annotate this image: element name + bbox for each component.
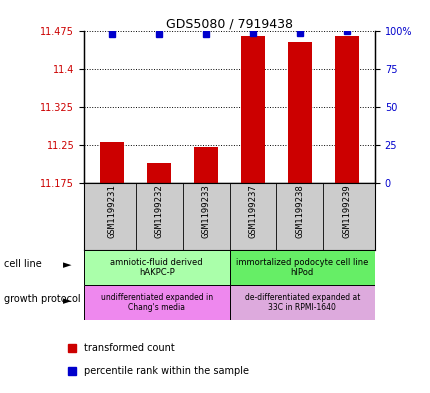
Text: de-differentiated expanded at
33C in RPMI-1640: de-differentiated expanded at 33C in RPM…: [244, 293, 359, 312]
Bar: [229, 250, 374, 285]
Bar: [229, 285, 374, 320]
Bar: [334, 37, 358, 183]
Bar: [84, 285, 229, 320]
Text: ►: ►: [62, 261, 71, 270]
Text: cell line: cell line: [4, 259, 42, 269]
Text: GSM1199238: GSM1199238: [295, 185, 304, 239]
Text: amniotic-fluid derived
hAKPC-P: amniotic-fluid derived hAKPC-P: [110, 257, 203, 277]
Text: GSM1199232: GSM1199232: [154, 185, 163, 239]
Text: undifferentiated expanded in
Chang's media: undifferentiated expanded in Chang's med…: [101, 293, 212, 312]
Bar: [241, 37, 264, 183]
Text: ►: ►: [62, 296, 71, 306]
Bar: [147, 163, 170, 183]
Title: GDS5080 / 7919438: GDS5080 / 7919438: [166, 17, 292, 30]
Text: GSM1199233: GSM1199233: [201, 185, 210, 239]
Text: GSM1199239: GSM1199239: [341, 185, 350, 239]
Text: immortalized podocyte cell line
hIPod: immortalized podocyte cell line hIPod: [236, 257, 368, 277]
Bar: [194, 147, 217, 183]
Bar: [100, 142, 124, 183]
Bar: [84, 250, 229, 285]
Text: growth protocol: growth protocol: [4, 294, 81, 304]
Text: percentile rank within the sample: percentile rank within the sample: [84, 366, 249, 376]
Text: transformed count: transformed count: [84, 343, 175, 353]
Text: GSM1199237: GSM1199237: [248, 185, 257, 239]
Text: GSM1199231: GSM1199231: [108, 185, 117, 239]
Bar: [288, 42, 311, 183]
